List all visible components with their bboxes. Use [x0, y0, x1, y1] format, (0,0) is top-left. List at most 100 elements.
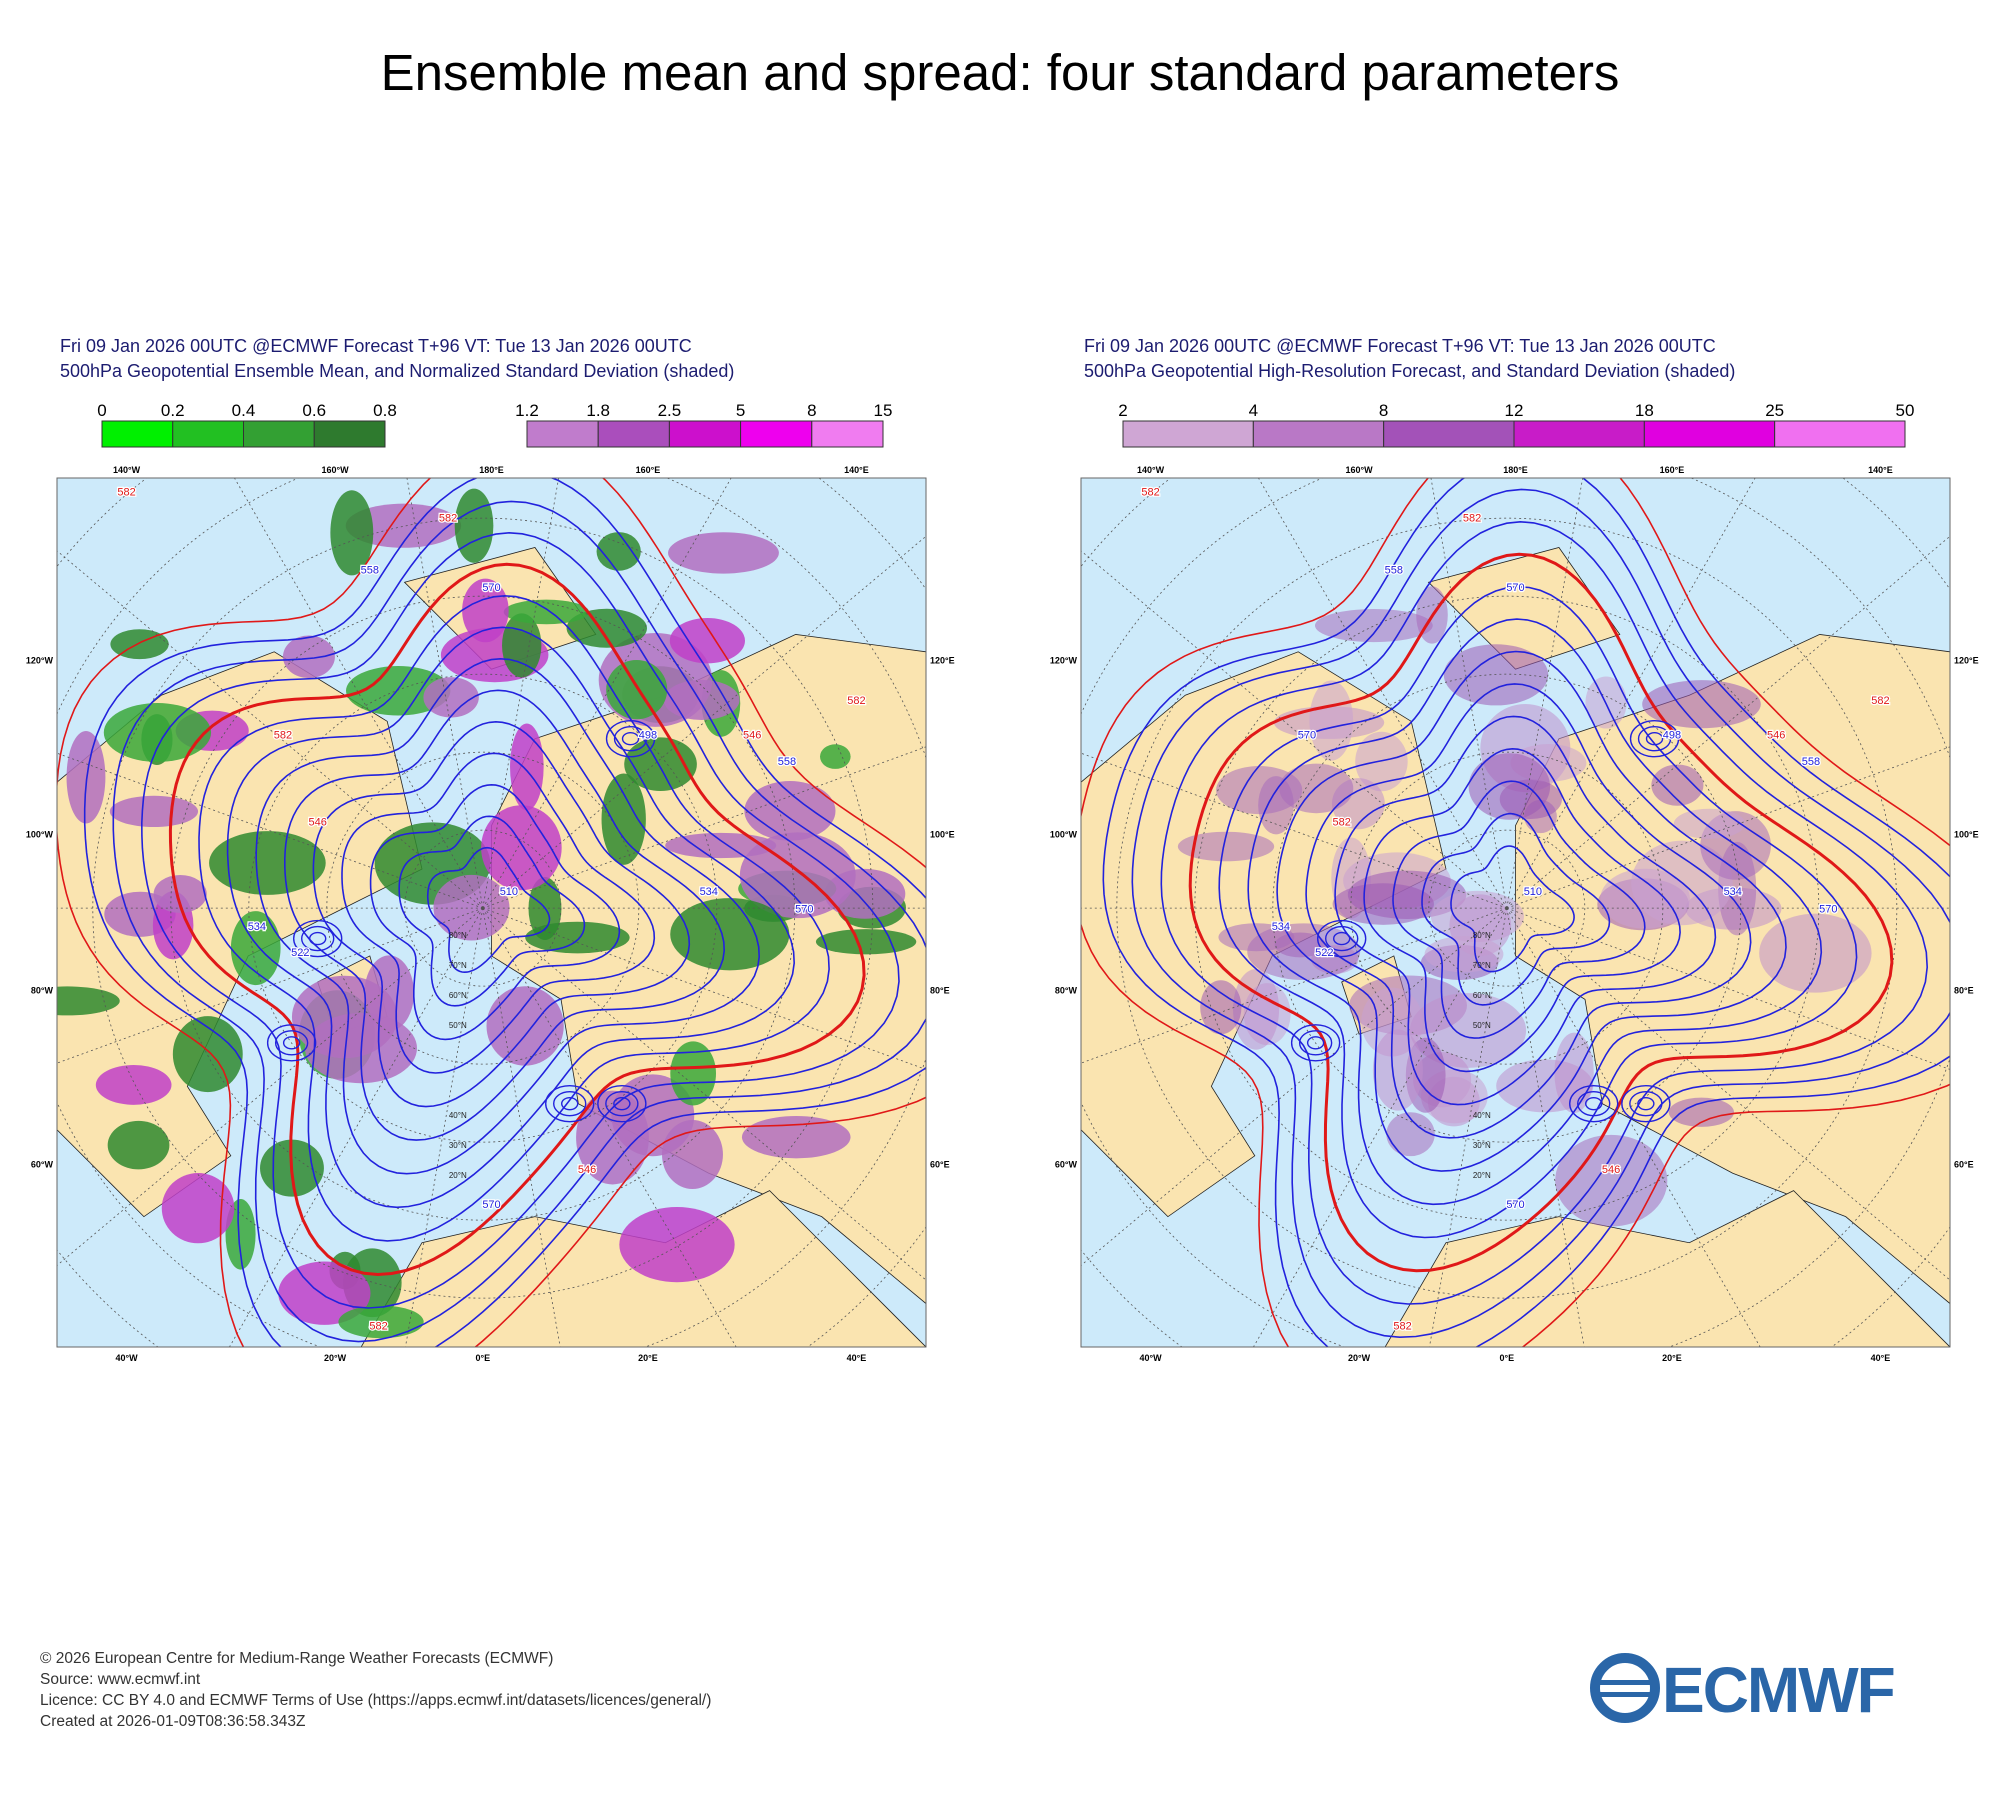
contour-label: 582	[1333, 817, 1351, 829]
map-frame	[1080, 477, 1951, 1348]
lon-label: 140°W	[1137, 465, 1165, 475]
graticule	[1506, 746, 1950, 909]
graticule	[1506, 908, 1585, 1347]
spread-shading	[338, 1305, 424, 1339]
contour-label: 546	[1767, 730, 1785, 742]
colorbar-tick-label: 8	[807, 401, 816, 420]
spread-shading	[663, 679, 740, 721]
spread-shading	[486, 986, 564, 1066]
contour-line	[226, 626, 796, 1209]
contour-line	[1334, 715, 1717, 1106]
contour-line	[1585, 1096, 1603, 1111]
graticule	[57, 907, 483, 1064]
page-title: Ensemble mean and spread: four standard …	[381, 44, 1620, 101]
graticule	[1430, 478, 1508, 909]
map-panel: Fri 09 Jan 2026 00UTC @ECMWF Forecast T+…	[26, 336, 955, 1363]
lat-label: 20°N	[449, 1171, 467, 1180]
colorbar-swatch	[1513, 420, 1645, 448]
colorbar-tick-label: 18	[1635, 401, 1654, 420]
contour-label: 546	[578, 1164, 596, 1176]
lat-label: 30°N	[1473, 1141, 1491, 1150]
contour-line	[1637, 1096, 1655, 1111]
contour-line	[613, 1096, 631, 1111]
spread-shading	[109, 795, 199, 828]
spread-shading	[1386, 1112, 1435, 1157]
contour-label: 570	[482, 582, 500, 594]
lat-label: 50°N	[449, 1021, 467, 1030]
colorbar: 0 0.2 0.4 0.6 0.8	[97, 401, 397, 448]
contour-line	[274, 1030, 309, 1056]
graticule	[228, 907, 484, 1347]
colorbar-tick-label: 1.8	[586, 401, 610, 420]
spread-shading	[66, 730, 106, 824]
lon-label: 80°W	[1055, 986, 1078, 996]
graticule	[482, 908, 561, 1347]
lon-label: 80°W	[31, 986, 54, 996]
contour-line	[1305, 683, 1752, 1139]
lon-label: 160°W	[1346, 465, 1374, 475]
contour-line	[605, 1090, 639, 1117]
graticule	[57, 550, 484, 909]
contour-line	[140, 531, 900, 1309]
spread-shading	[744, 781, 836, 841]
contour-label: 582	[439, 512, 457, 524]
contour-line	[621, 732, 640, 746]
lon-label: 160°E	[1660, 465, 1685, 475]
contour-label: 582	[369, 1321, 387, 1333]
contour-line	[309, 931, 327, 946]
contour-line	[301, 925, 335, 952]
graticule	[405, 908, 484, 1347]
contour-line	[369, 783, 621, 1041]
lon-label: 80°E	[1954, 986, 1974, 996]
spread-shading	[1177, 831, 1275, 862]
spread-shading	[669, 618, 745, 664]
colorbar-swatch	[526, 420, 599, 448]
graticule	[1081, 907, 1507, 1064]
panel-header: 500hPa Geopotential High-Resolution Fore…	[1084, 361, 1735, 381]
footer-line: Source: www.ecmwf.int	[40, 1671, 201, 1688]
colorbar-tick-label: 4	[1249, 401, 1258, 420]
spread-shading	[172, 1016, 243, 1093]
contour-line	[545, 1084, 595, 1123]
colorbar-tick-label: 1.2	[515, 401, 539, 420]
colorbar-swatch	[1252, 420, 1385, 448]
contour-line	[1569, 1084, 1619, 1123]
lon-label: 60°W	[31, 1160, 54, 1170]
colorbar-swatch	[243, 420, 315, 448]
colorbar-tick-label: 15	[874, 401, 893, 420]
colorbar-tick-label: 0	[97, 401, 106, 420]
graticule	[248, 673, 718, 1143]
contour-line	[1621, 1084, 1671, 1123]
lat-label: 70°N	[449, 961, 467, 970]
lon-label: 20°E	[1662, 1353, 1682, 1363]
contour-label: 534	[248, 921, 266, 933]
contour-line	[1160, 520, 1929, 1305]
graticule	[1506, 535, 1950, 909]
colorbar-swatch	[1643, 420, 1776, 448]
contour-line	[282, 1036, 301, 1050]
spread-shading	[601, 773, 646, 865]
lon-label: 120°E	[1954, 655, 1979, 665]
lon-label: 140°E	[844, 465, 869, 475]
graticule	[233, 478, 484, 909]
footer-line: Created at 2026-01-09T08:36:58.343Z	[40, 1713, 305, 1730]
contour-line	[1637, 726, 1672, 752]
lat-label: 80°N	[449, 931, 467, 940]
spread-shading	[665, 832, 777, 859]
land	[1427, 547, 1621, 670]
contour-line	[112, 500, 926, 1343]
contour-label: 582	[117, 486, 135, 498]
graticule	[482, 907, 926, 1281]
contour-label: 534	[1272, 921, 1290, 933]
spread-shading	[1218, 923, 1295, 952]
lon-label: 180°E	[1503, 465, 1528, 475]
lat-label: 30°N	[449, 1141, 467, 1150]
spread-shading	[566, 608, 647, 648]
contour-label: 546	[1602, 1164, 1620, 1176]
contour-line	[255, 657, 761, 1175]
spread-shading	[1233, 968, 1280, 1050]
lon-label: 40°W	[115, 1353, 138, 1363]
spread-shading	[423, 677, 479, 718]
colorbar-tick-label: 0.2	[161, 401, 185, 420]
